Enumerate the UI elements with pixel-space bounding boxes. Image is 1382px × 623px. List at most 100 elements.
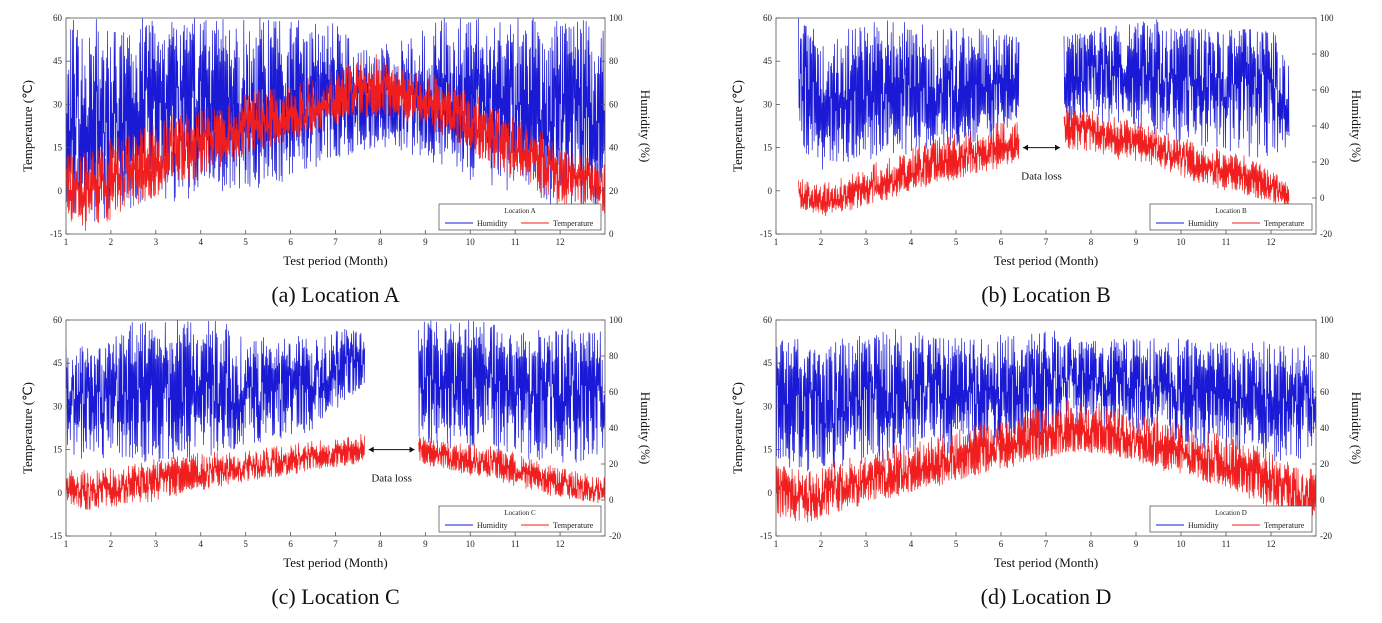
y-right-tick-label: -20	[1320, 229, 1332, 239]
y-left-axis-label: Temperature (℃)	[20, 382, 35, 474]
legend: Location A Humidity Temperature	[438, 203, 602, 231]
y-left-tick-label: 30	[763, 99, 773, 109]
temperature-series-line	[798, 121, 1020, 217]
x-tick-label: 9	[423, 237, 428, 247]
x-tick-label: 2	[819, 539, 824, 549]
y-left-tick-label: -15	[760, 531, 772, 541]
y-left-tick-label: 45	[53, 358, 63, 368]
x-tick-label: 1	[774, 539, 779, 549]
x-tick-label: 9	[1134, 539, 1139, 549]
x-tick-label: 4	[909, 237, 914, 247]
x-tick-label: 7	[1044, 539, 1049, 549]
x-tick-label: 12	[1267, 237, 1276, 247]
x-tick-label: 3	[154, 539, 159, 549]
data-loss-label: Data loss	[1021, 171, 1062, 183]
x-tick-label: 10	[1177, 539, 1187, 549]
y-right-tick-label: 100	[1320, 315, 1334, 325]
y-left-tick-label: 60	[763, 315, 773, 325]
humidity-series-line	[776, 329, 1316, 472]
y-left-axis-label: Temperature (℃)	[20, 80, 35, 172]
x-tick-label: 6	[288, 237, 293, 247]
x-tick-label: 2	[819, 237, 824, 247]
legend: Location D Humidity Temperature	[1149, 505, 1313, 533]
y-right-axis-label: Humidity (%)	[638, 90, 653, 163]
y-left-tick-label: 60	[53, 315, 63, 325]
legend-temperature-label: Temperature	[553, 219, 594, 228]
x-tick-label: 1	[774, 237, 779, 247]
legend-temperature-label: Temperature	[553, 521, 594, 530]
y-right-axis-label: Humidity (%)	[1349, 90, 1364, 163]
y-left-tick-label: 15	[53, 445, 63, 455]
x-tick-label: 2	[109, 237, 114, 247]
y-right-tick-label: 0	[609, 495, 614, 505]
legend-title: Location A	[504, 207, 535, 215]
y-right-tick-label: 60	[609, 387, 619, 397]
x-tick-label: 4	[909, 539, 914, 549]
legend-humidity-label: Humidity	[477, 219, 508, 228]
legend: Location C Humidity Temperature	[438, 505, 602, 533]
legend-humidity-label: Humidity	[1188, 521, 1219, 530]
temperature-series-line	[66, 54, 605, 232]
y-right-tick-label: 40	[609, 423, 619, 433]
legend-box	[438, 203, 602, 231]
x-tick-label: 1	[64, 539, 69, 549]
data-loss-arrowhead-left	[1023, 144, 1028, 151]
temperature-series-line-after-gap	[1063, 105, 1290, 208]
temperature-series-line	[66, 433, 366, 511]
legend-box	[1149, 505, 1313, 533]
x-tick-label: 3	[864, 237, 869, 247]
y-left-tick-label: 30	[53, 401, 63, 411]
x-tick-label: 3	[154, 237, 159, 247]
legend-temperature-label: Temperature	[1264, 521, 1305, 530]
y-right-tick-label: 0	[1320, 495, 1325, 505]
y-right-tick-label: 100	[609, 315, 623, 325]
x-tick-label: 12	[556, 539, 565, 549]
y-left-tick-label: 60	[763, 13, 773, 23]
x-tick-label: 5	[954, 237, 959, 247]
y-right-axis-label: Humidity (%)	[638, 392, 653, 465]
humidity-series-line	[798, 18, 1020, 170]
x-tick-label: 7	[1044, 237, 1049, 247]
y-right-tick-label: 20	[1320, 459, 1330, 469]
x-tick-label: 8	[1089, 539, 1094, 549]
y-right-tick-label: 40	[609, 143, 619, 153]
x-tick-label: 5	[243, 237, 248, 247]
y-right-tick-label: 60	[1320, 85, 1330, 95]
x-tick-label: 6	[288, 539, 293, 549]
y-right-tick-label: 20	[609, 186, 619, 196]
x-tick-label: 12	[556, 237, 565, 247]
y-right-tick-label: 80	[609, 56, 619, 66]
x-tick-label: 1	[64, 237, 69, 247]
humidity-series-line	[66, 320, 366, 463]
panel-location-a: 1 2 3 4 5 6 7 8 9 10 11 12-15015304560020406080100T…	[20, 13, 653, 307]
x-axis-label: Test period (Month)	[994, 253, 1099, 268]
y-right-tick-label: 60	[609, 99, 619, 109]
data-loss-label: Data loss	[371, 473, 412, 485]
y-right-tick-label: 80	[1320, 351, 1330, 361]
x-tick-label: 12	[1267, 539, 1276, 549]
x-tick-label: 9	[423, 539, 428, 549]
x-tick-label: 8	[378, 237, 383, 247]
panel-caption: (c) Location C	[271, 584, 399, 609]
x-tick-label: 6	[999, 237, 1004, 247]
legend-temperature-label: Temperature	[1264, 219, 1305, 228]
humidity-series-line-after-gap	[418, 320, 605, 463]
legend-humidity-label: Humidity	[477, 521, 508, 530]
x-tick-label: 5	[954, 539, 959, 549]
x-tick-label: 8	[1089, 237, 1094, 247]
legend-box	[1149, 203, 1313, 231]
x-tick-label: 10	[1177, 237, 1187, 247]
y-right-tick-label: 40	[1320, 121, 1330, 131]
x-tick-label: 11	[511, 539, 520, 549]
y-left-tick-label: 0	[58, 488, 63, 498]
x-tick-label: 4	[199, 237, 204, 247]
humidity-series-line-after-gap	[1063, 19, 1290, 158]
panel-caption: (d) Location D	[981, 584, 1112, 609]
y-left-axis-label: Temperature (℃)	[730, 382, 745, 474]
x-tick-label: 8	[378, 539, 383, 549]
y-right-tick-label: -20	[609, 531, 621, 541]
legend-humidity-label: Humidity	[1188, 219, 1219, 228]
y-right-axis-label: Humidity (%)	[1349, 392, 1364, 465]
x-tick-label: 11	[1222, 237, 1231, 247]
